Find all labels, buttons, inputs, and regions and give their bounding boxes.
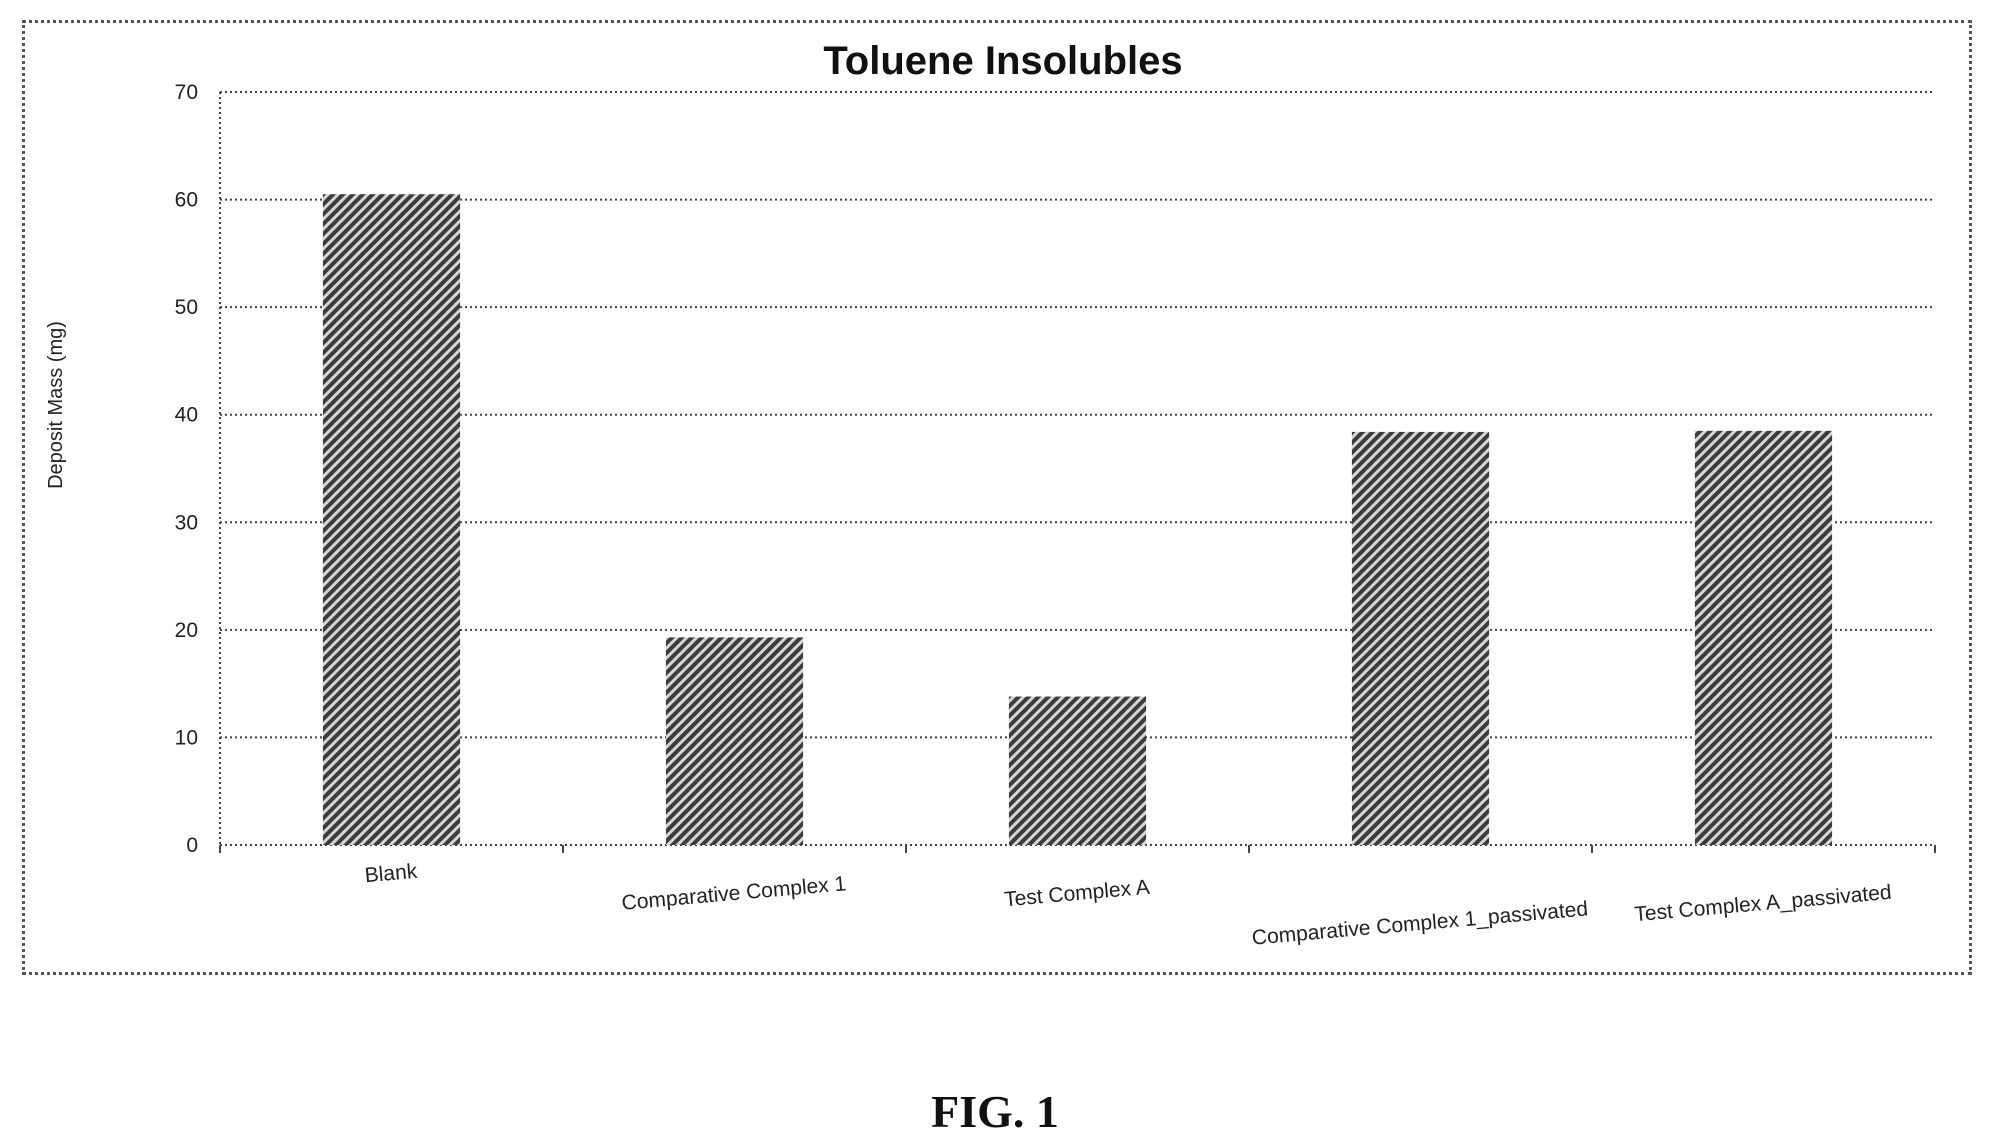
bar-0 bbox=[322, 194, 461, 845]
x-tick-label: Comparative Complex 1_passivated bbox=[1251, 897, 1589, 949]
x-tick-label: Test Complex A bbox=[1003, 876, 1150, 912]
bar-2 bbox=[1008, 696, 1147, 845]
y-tick-label: 50 bbox=[175, 296, 198, 319]
bar-chart: Toluene Insolubles Deposit Mass (mg) 0 10… bbox=[45, 39, 1936, 950]
bar-1 bbox=[665, 637, 804, 845]
y-tick-label: 30 bbox=[175, 511, 198, 534]
chart-title: Toluene Insolubles bbox=[823, 39, 1182, 83]
y-tick-label: 60 bbox=[175, 189, 198, 212]
chart-frame bbox=[22, 20, 1972, 975]
x-tick-label: Blank bbox=[364, 860, 419, 888]
bars bbox=[322, 194, 1833, 845]
x-tick-labels: Blank Comparative Complex 1 Test Complex A… bbox=[364, 860, 1893, 950]
y-tick-label: 70 bbox=[175, 81, 198, 104]
y-tick-label: 20 bbox=[175, 619, 198, 642]
y-tick-label: 10 bbox=[175, 726, 198, 749]
gridlines bbox=[219, 91, 1936, 853]
y-tick-labels: 0 10 20 30 40 50 60 70 bbox=[175, 81, 198, 857]
bar-3 bbox=[1351, 431, 1490, 845]
y-tick-label: 0 bbox=[186, 834, 198, 857]
bar-4 bbox=[1694, 430, 1833, 845]
x-tick-label: Test Complex A_passivated bbox=[1633, 881, 1892, 926]
x-tick-label: Comparative Complex 1 bbox=[621, 872, 847, 915]
y-tick-label: 40 bbox=[175, 404, 198, 427]
figure-caption: FIG. 1 bbox=[931, 1086, 1059, 1137]
y-axis-label: Deposit Mass (mg) bbox=[45, 321, 67, 489]
